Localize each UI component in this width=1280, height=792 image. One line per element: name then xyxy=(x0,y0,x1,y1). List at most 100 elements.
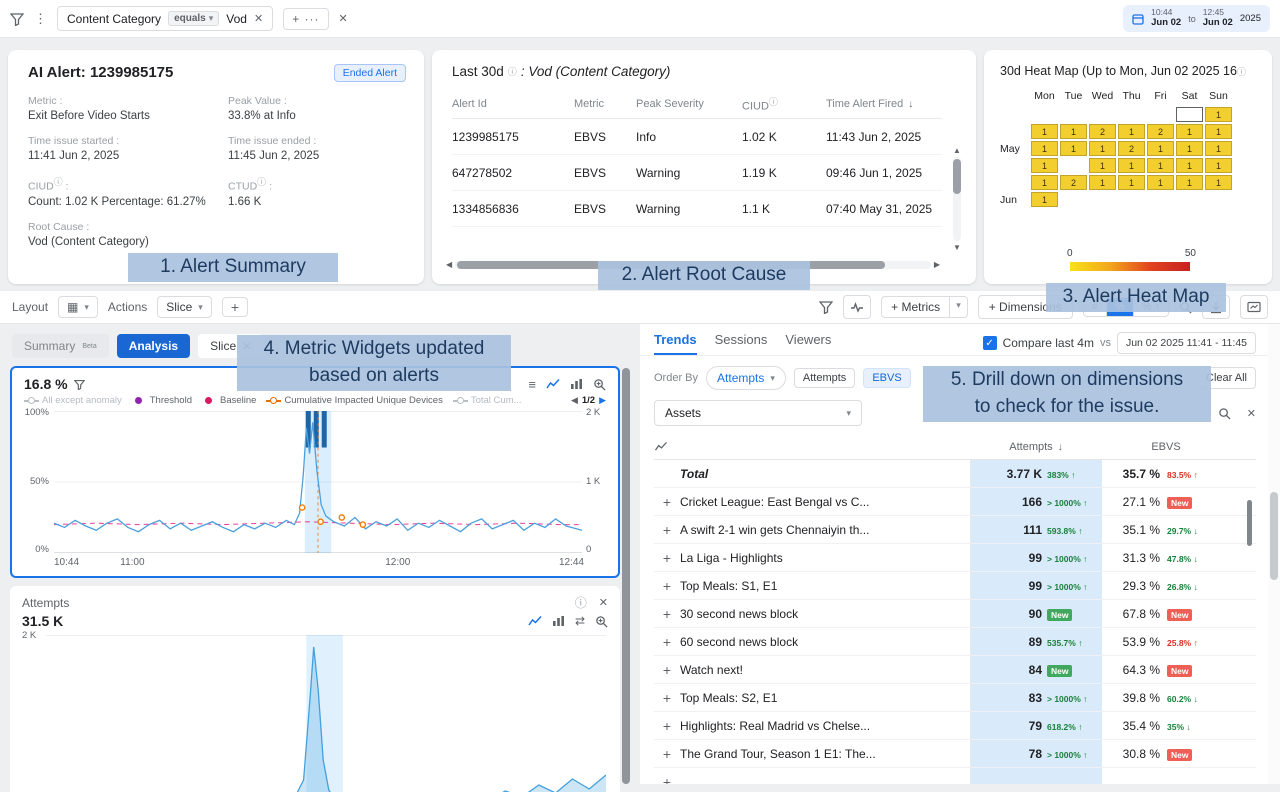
add-metrics-dropdown[interactable]: + Metrics ▾ xyxy=(881,296,968,318)
column-attempts[interactable]: Attempts ↓ xyxy=(1009,440,1063,453)
column-peak-severity[interactable]: Peak Severity xyxy=(636,97,704,110)
add-filter-button[interactable]: + ··· xyxy=(283,7,329,30)
filter-chip-content-category[interactable]: Content Category equals ▾ Vod ✕ xyxy=(57,6,274,31)
column-metric[interactable]: Metric xyxy=(574,97,604,110)
metric-chip-ebvs[interactable]: EBVS xyxy=(863,368,911,388)
heatmap-cell[interactable]: 1 xyxy=(1031,192,1058,207)
clear-filters-icon[interactable]: ✕ xyxy=(338,13,348,25)
line-chart-icon[interactable] xyxy=(546,378,560,390)
table-row[interactable]: + Watch next! 84 New 64.3 % New xyxy=(654,656,1256,684)
heatmap-cell[interactable]: 1 xyxy=(1060,141,1087,156)
heatmap-cell[interactable]: 1 xyxy=(1089,158,1116,173)
table-row[interactable]: + Cricket League: East Bengal vs C... 166 >… xyxy=(654,488,1256,516)
table-row[interactable]: + Highlights: Real Madrid vs Chelse... 79 6… xyxy=(654,712,1256,740)
table-row-partial[interactable]: + xyxy=(654,768,1256,784)
legend-item[interactable]: Threshold xyxy=(132,395,192,406)
legend-item[interactable]: Cumulative Impacted Unique Devices xyxy=(266,395,443,406)
scrollbar-thumb[interactable] xyxy=(622,368,630,784)
legend-next-icon[interactable]: ▶ xyxy=(599,395,606,405)
close-icon[interactable]: ✕ xyxy=(1246,407,1256,420)
expand-icon[interactable]: + xyxy=(662,717,672,734)
heatmap-cell[interactable]: 1 xyxy=(1147,141,1174,156)
expand-icon[interactable]: + xyxy=(662,605,672,622)
legend-prev-icon[interactable]: ◀ xyxy=(570,395,578,405)
tab-analysis[interactable]: Analysis xyxy=(116,334,191,358)
expand-icon[interactable]: + xyxy=(662,661,672,678)
alert-row[interactable]: 647278502 EBVS Warning 1.19 K 09:46 Jun 1, 2… xyxy=(452,155,942,191)
heatmap-cell[interactable]: 2 xyxy=(1089,124,1116,139)
alert-row[interactable]: 1239985175 EBVS Info 1.02 K 11:43 Jun 2, 202… xyxy=(452,119,942,155)
more-options-icon[interactable]: ⋮ xyxy=(34,10,47,26)
metric-widget-ebvs[interactable]: 16.8 % ≡ All except anomaly Threshold Base… xyxy=(10,366,620,578)
metric-chip-attempts[interactable]: Attempts xyxy=(793,368,856,388)
bar-chart-icon[interactable] xyxy=(570,378,583,390)
layout-dropdown[interactable]: ▦ ▾ xyxy=(58,296,98,318)
heatmap-cell[interactable]: 1 xyxy=(1118,158,1145,173)
zoom-icon[interactable] xyxy=(595,615,608,628)
tab-viewers[interactable]: Viewers xyxy=(785,332,832,347)
heatmap-cell[interactable]: 1 xyxy=(1205,175,1232,190)
table-row[interactable]: +30 second news block 90 New 67.8 % New xyxy=(654,600,1256,628)
heatmap-cell[interactable]: 1 xyxy=(1147,175,1174,190)
legend-item[interactable]: Baseline xyxy=(202,395,256,406)
expand-icon[interactable]: + xyxy=(662,549,672,566)
info-icon[interactable]: ⓘ xyxy=(507,67,517,77)
report-board-icon[interactable] xyxy=(1240,295,1268,319)
order-by-dropdown[interactable]: Attempts ▾ xyxy=(706,366,786,390)
anomaly-detection-button[interactable] xyxy=(843,295,872,319)
bar-chart-icon[interactable] xyxy=(552,615,565,627)
vertical-scrollbar[interactable]: ▲ ▼ xyxy=(952,146,962,252)
filter-icon[interactable] xyxy=(73,379,85,390)
heatmap-cell[interactable]: 1 xyxy=(1118,175,1145,190)
heatmap-cell[interactable]: 1 xyxy=(1205,124,1232,139)
expand-icon[interactable]: + xyxy=(662,577,672,594)
table-row-total[interactable]: Total 3.77 K 383% ↑ 35.7 % 83.5% ↑ xyxy=(654,460,1256,488)
heatmap-cell[interactable]: 1 xyxy=(1205,107,1232,122)
scrollbar-thumb[interactable] xyxy=(1270,492,1278,580)
expand-icon[interactable]: + xyxy=(662,521,672,538)
heatmap-cell[interactable]: 1 xyxy=(1147,158,1174,173)
attempts-area-chart[interactable] xyxy=(46,635,606,792)
line-chart-icon[interactable] xyxy=(528,615,542,627)
tab-trends[interactable]: Trends xyxy=(654,332,697,355)
column-ciud[interactable]: CIUDⓘ xyxy=(742,96,778,113)
heatmap-cell[interactable]: 1 xyxy=(1060,124,1087,139)
scrollbar-thumb[interactable] xyxy=(953,159,961,195)
heatmap-cell[interactable]: 1 xyxy=(1031,175,1058,190)
trend-column-icon[interactable] xyxy=(654,441,680,452)
slice-dropdown[interactable]: Slice ▾ xyxy=(157,296,212,318)
compare-date-range[interactable]: Jun 02 2025 11:41 - 11:45 xyxy=(1116,332,1256,354)
heatmap-cell[interactable]: 2 xyxy=(1147,124,1174,139)
info-icon[interactable]: ⓘ xyxy=(574,596,587,610)
table-row[interactable]: + Top Meals: S2, E1 83 > 1000% ↑ 39.8 % 60.2%… xyxy=(654,684,1256,712)
heatmap-cell[interactable]: 1 xyxy=(1031,124,1058,139)
filter-icon[interactable] xyxy=(10,12,24,26)
info-icon[interactable]: ⓘ xyxy=(1236,66,1246,77)
remove-filter-icon[interactable]: ✕ xyxy=(253,13,264,25)
metric-widget-attempts[interactable]: Attempts ⓘ ✕ 31.5 K ⇄ 2 K xyxy=(10,586,620,792)
compare-icon[interactable]: ⇄ xyxy=(574,614,585,628)
scroll-right-icon[interactable]: ▶ xyxy=(933,260,940,269)
heatmap-cell[interactable]: 1 xyxy=(1031,141,1058,156)
scroll-down-icon[interactable]: ▼ xyxy=(953,243,961,252)
expand-icon[interactable]: + xyxy=(662,774,672,784)
close-icon[interactable]: ✕ xyxy=(598,597,608,609)
heatmap-cell[interactable]: 1 xyxy=(1176,175,1203,190)
table-row[interactable]: + La Liga - Highlights 99 > 1000% ↑ 31.3 % 47… xyxy=(654,544,1256,572)
expand-icon[interactable]: + xyxy=(662,493,672,510)
column-time-alert-fired[interactable]: Time Alert Fired ↓ xyxy=(826,97,914,110)
list-view-icon[interactable]: ≡ xyxy=(528,376,536,392)
heatmap-cell[interactable]: 1 xyxy=(1118,124,1145,139)
compare-checkbox[interactable]: ✓ xyxy=(982,336,997,350)
expand-icon[interactable]: + xyxy=(662,633,672,650)
heatmap-cell[interactable]: 1 xyxy=(1176,141,1203,156)
add-widget-button[interactable]: + xyxy=(221,297,248,317)
heatmap-cell[interactable]: 2 xyxy=(1118,141,1145,156)
scroll-left-icon[interactable]: ◀ xyxy=(446,260,453,269)
expand-icon[interactable]: + xyxy=(662,689,672,706)
column-ebvs[interactable]: EBVS xyxy=(1151,440,1181,453)
heatmap-cell[interactable]: 1 xyxy=(1031,158,1058,173)
alert-row[interactable]: 1334856836 EBVS Warning 1.1 K 07:40 May 31, … xyxy=(452,191,942,227)
table-row[interactable]: + Top Meals: S1, E1 99 > 1000% ↑ 29.3 % 26.8%… xyxy=(654,572,1256,600)
filter-operator-dropdown[interactable]: equals ▾ xyxy=(168,11,220,26)
